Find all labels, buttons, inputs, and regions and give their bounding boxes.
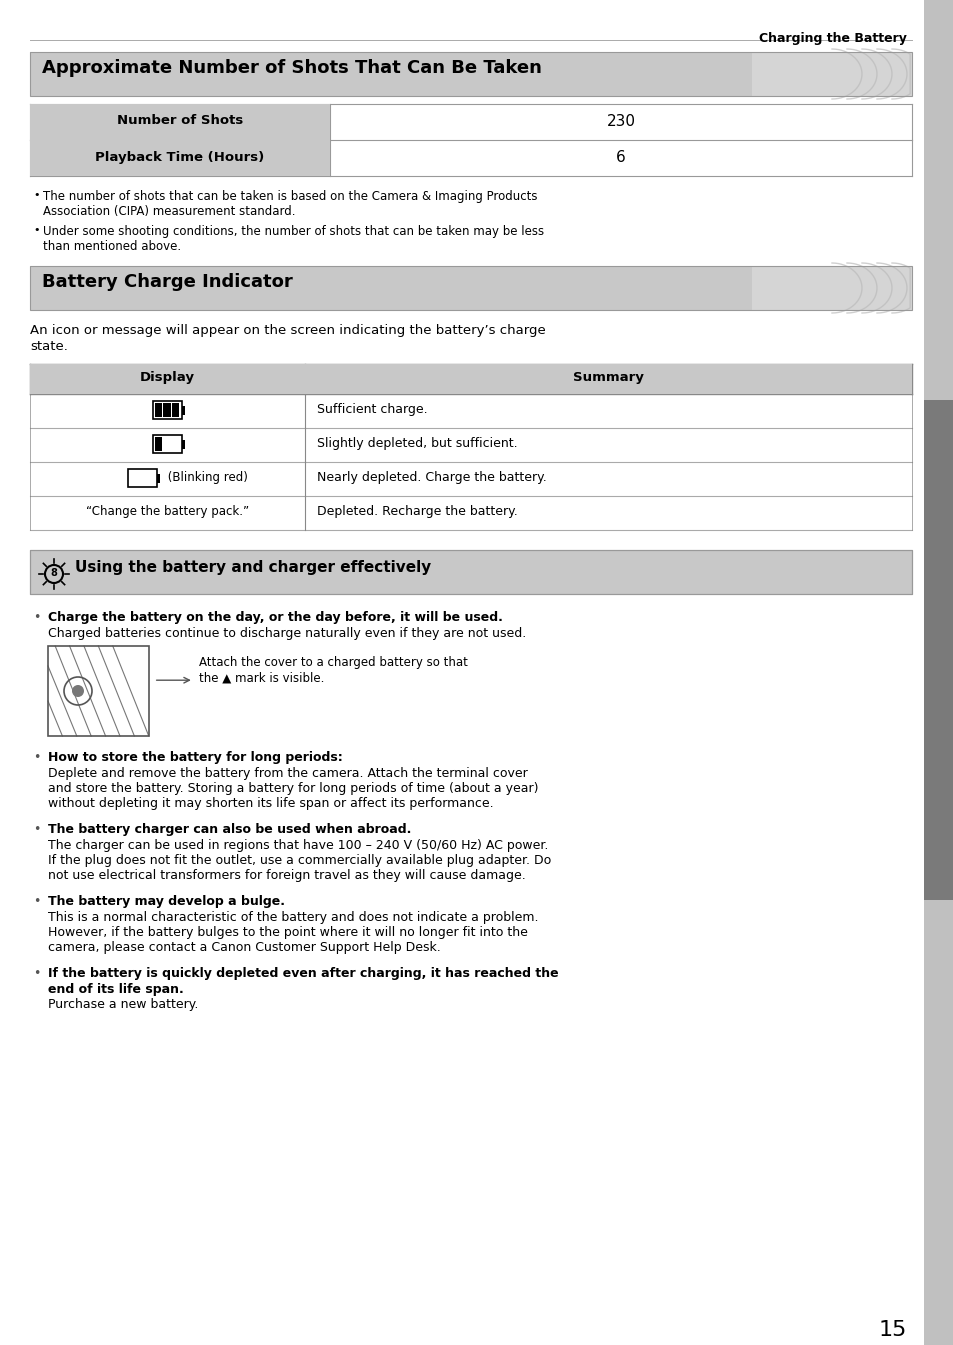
Text: If the plug does not fit the outlet, use a commercially available plug adapter. : If the plug does not fit the outlet, use… [48, 854, 551, 868]
Bar [30, 140, 330, 176]
Text: Battery Charge Indicator: Battery Charge Indicator [42, 273, 293, 291]
Text: Sufficient charge.: Sufficient charge. [316, 404, 427, 417]
Text: state.: state. [30, 340, 68, 352]
Bar [156, 473, 160, 483]
Bar [923, 0, 953, 1345]
Text: However, if the battery bulges to the point where it will no longer fit into the: However, if the battery bulges to the po… [48, 925, 527, 939]
Text: •: • [33, 190, 39, 200]
Bar [172, 404, 179, 417]
Bar [751, 266, 911, 309]
Bar [30, 550, 911, 594]
Text: Playback Time (Hours): Playback Time (Hours) [95, 151, 264, 164]
Text: How to store the battery for long periods:: How to store the battery for long period… [48, 751, 342, 764]
Bar [155, 437, 162, 451]
Bar [30, 364, 911, 394]
Text: Approximate Number of Shots That Can Be Taken: Approximate Number of Shots That Can Be … [42, 59, 541, 77]
Circle shape [71, 685, 84, 697]
Text: •: • [33, 967, 40, 981]
Bar [48, 646, 149, 736]
Text: Attach the cover to a charged battery so that: Attach the cover to a charged battery so… [198, 656, 467, 668]
Text: This is a normal characteristic of the battery and does not indicate a problem.: This is a normal characteristic of the b… [48, 911, 537, 924]
Text: An icon or message will appear on the screen indicating the battery’s charge: An icon or message will appear on the sc… [30, 324, 545, 338]
Text: The charger can be used in regions that have 100 – 240 V (50/60 Hz) AC power.: The charger can be used in regions that … [48, 838, 548, 851]
Bar [923, 399, 953, 900]
Text: without depleting it may shorten its life span or affect its performance.: without depleting it may shorten its lif… [48, 798, 493, 811]
Text: Charging the Battery: Charging the Battery [759, 32, 906, 44]
Text: Slightly depleted, but sufficient.: Slightly depleted, but sufficient. [316, 437, 517, 451]
Text: •: • [33, 894, 40, 908]
Text: Purchase a new battery.: Purchase a new battery. [48, 998, 198, 1011]
Bar [30, 52, 911, 95]
Text: If the battery is quickly depleted even after charging, it has reached the: If the battery is quickly depleted even … [48, 967, 558, 981]
Text: “Change the battery pack.”: “Change the battery pack.” [86, 506, 249, 519]
Text: camera, please contact a Canon Customer Support Help Desk.: camera, please contact a Canon Customer … [48, 941, 440, 955]
Bar [128, 469, 156, 487]
Text: Number of Shots: Number of Shots [117, 114, 243, 128]
Text: Under some shooting conditions, the number of shots that can be taken may be les: Under some shooting conditions, the numb… [43, 225, 543, 238]
Text: Charged batteries continue to discharge naturally even if they are not used.: Charged batteries continue to discharge … [48, 627, 526, 639]
Text: Summary: Summary [573, 371, 643, 385]
Text: Charge the battery on the day, or the day before, it will be used.: Charge the battery on the day, or the da… [48, 611, 502, 624]
Text: •: • [33, 225, 39, 235]
Bar [152, 401, 182, 420]
Text: (Blinking red): (Blinking red) [164, 472, 248, 484]
Bar [152, 434, 182, 453]
Text: Using the battery and charger effectively: Using the battery and charger effectivel… [75, 560, 431, 576]
Bar [751, 52, 911, 95]
Bar [155, 404, 162, 417]
Text: The battery may develop a bulge.: The battery may develop a bulge. [48, 894, 285, 908]
Text: Nearly depleted. Charge the battery.: Nearly depleted. Charge the battery. [316, 472, 546, 484]
Text: not use electrical transformers for foreign travel as they will cause damage.: not use electrical transformers for fore… [48, 869, 525, 882]
Text: Deplete and remove the battery from the camera. Attach the terminal cover: Deplete and remove the battery from the … [48, 767, 527, 780]
Text: 8: 8 [51, 568, 57, 578]
Bar [182, 440, 185, 448]
Text: •: • [33, 611, 40, 624]
Text: Depleted. Recharge the battery.: Depleted. Recharge the battery. [316, 506, 517, 519]
Text: and store the battery. Storing a battery for long periods of time (about a year): and store the battery. Storing a battery… [48, 781, 537, 795]
Text: •: • [33, 751, 40, 764]
Bar [163, 404, 171, 417]
Bar [30, 52, 911, 95]
Text: Association (CIPA) measurement standard.: Association (CIPA) measurement standard. [43, 204, 295, 218]
Text: the ▲ mark is visible.: the ▲ mark is visible. [198, 672, 324, 685]
Text: 6: 6 [616, 149, 625, 164]
Text: 15: 15 [878, 1319, 906, 1340]
Bar [30, 266, 911, 309]
Bar [30, 104, 330, 140]
Text: The number of shots that can be taken is based on the Camera & Imaging Products: The number of shots that can be taken is… [43, 190, 537, 203]
Bar [30, 550, 911, 594]
Text: than mentioned above.: than mentioned above. [43, 239, 181, 253]
Bar [30, 266, 911, 309]
Text: •: • [33, 823, 40, 837]
Text: The battery charger can also be used when abroad.: The battery charger can also be used whe… [48, 823, 411, 837]
Text: end of its life span.: end of its life span. [48, 982, 184, 995]
Text: 230: 230 [606, 113, 635, 129]
Text: Display: Display [140, 371, 194, 385]
Bar [182, 405, 185, 414]
